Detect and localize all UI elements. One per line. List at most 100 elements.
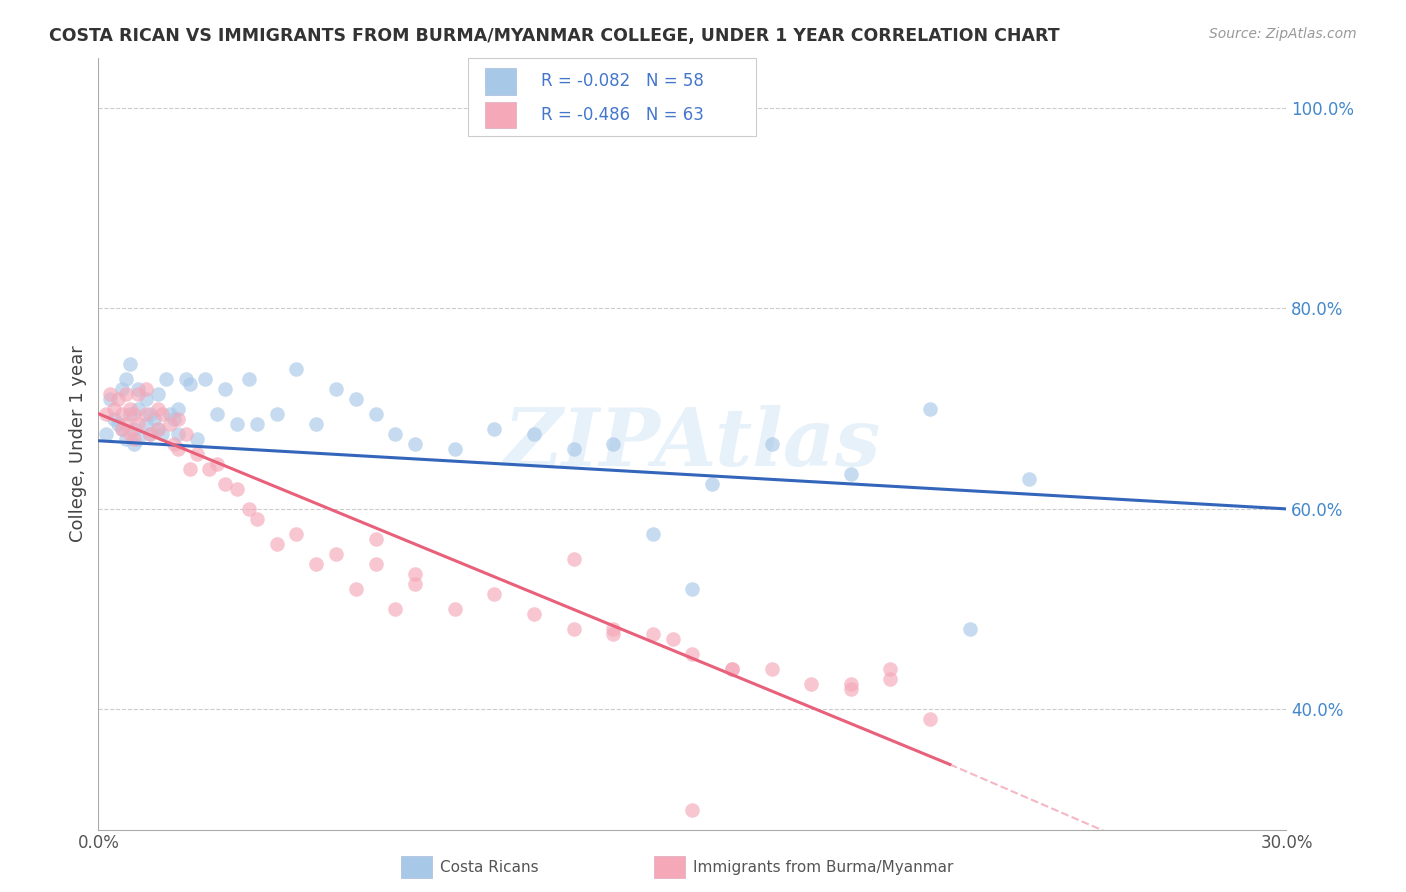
Point [562, 622, 585, 636]
Point [103, 401, 125, 416]
Point [166, 401, 188, 416]
Point [150, 407, 173, 421]
Point [364, 532, 387, 546]
Point [120, 426, 142, 441]
Point [214, 382, 236, 396]
Point [602, 436, 624, 450]
Text: ZIPAtlas: ZIPAtlas [503, 405, 882, 483]
Text: Immigrants from Burma/Myanmar: Immigrants from Burma/Myanmar [693, 860, 953, 874]
Point [404, 577, 426, 591]
Point [839, 467, 862, 481]
Point [205, 457, 228, 471]
Point [879, 662, 901, 676]
Point [325, 382, 347, 396]
Point [127, 386, 149, 401]
Point [111, 407, 134, 421]
Point [641, 627, 664, 641]
Point [146, 401, 169, 416]
Point [602, 622, 624, 636]
Text: Source: ZipAtlas.com: Source: ZipAtlas.com [1209, 27, 1357, 41]
Point [364, 557, 387, 571]
Point [444, 602, 467, 616]
Point [98, 386, 121, 401]
Point [122, 422, 145, 436]
Point [523, 426, 546, 441]
Point [661, 632, 683, 647]
Point [174, 426, 197, 441]
Point [120, 401, 142, 416]
Point [179, 462, 201, 476]
Point [122, 432, 145, 446]
Point [166, 411, 188, 425]
Point [107, 392, 129, 406]
Point [120, 357, 142, 371]
Point [344, 392, 367, 406]
Point [96, 407, 118, 421]
Point [681, 582, 703, 596]
Point [115, 417, 138, 431]
Point [194, 371, 217, 385]
Point [246, 512, 269, 526]
Point [142, 411, 165, 425]
Point [1018, 472, 1040, 486]
Point [122, 407, 145, 421]
Point [681, 647, 703, 661]
Point [179, 376, 201, 391]
Point [111, 422, 134, 436]
Point [115, 371, 138, 385]
Point [139, 407, 162, 421]
Y-axis label: College, Under 1 year: College, Under 1 year [69, 345, 87, 542]
Point [839, 682, 862, 697]
Point [285, 361, 308, 376]
Point [159, 417, 181, 431]
Point [166, 426, 188, 441]
Point [641, 527, 664, 541]
Point [238, 371, 260, 385]
Point [226, 417, 249, 431]
Point [139, 426, 162, 441]
Point [226, 482, 249, 496]
Point [127, 382, 149, 396]
Point [107, 417, 129, 431]
Point [404, 567, 426, 582]
Point [159, 407, 181, 421]
Text: R = -0.486   N = 63: R = -0.486 N = 63 [541, 106, 704, 124]
Point [186, 447, 208, 461]
Point [839, 677, 862, 691]
Point [562, 442, 585, 456]
Text: R = -0.082   N = 58: R = -0.082 N = 58 [541, 72, 704, 90]
Point [602, 627, 624, 641]
Point [127, 432, 149, 446]
Point [305, 417, 328, 431]
Point [127, 417, 149, 431]
Point [344, 582, 367, 596]
Point [174, 371, 197, 385]
Point [920, 401, 942, 416]
Point [238, 502, 260, 516]
Point [166, 442, 188, 456]
Point [384, 426, 406, 441]
Point [135, 407, 157, 421]
Point [139, 426, 162, 441]
Point [959, 622, 981, 636]
Point [163, 436, 186, 450]
Point [879, 672, 901, 686]
Point [155, 371, 177, 385]
Point [681, 803, 703, 817]
Point [186, 432, 208, 446]
Point [484, 587, 506, 601]
Point [305, 557, 328, 571]
Point [285, 527, 308, 541]
Point [127, 401, 149, 416]
Point [721, 662, 744, 676]
Point [205, 407, 228, 421]
Point [325, 547, 347, 561]
Point [198, 462, 221, 476]
Point [562, 552, 585, 566]
Point [135, 417, 157, 431]
Point [98, 392, 121, 406]
Point [96, 426, 118, 441]
Point [384, 602, 406, 616]
Text: COSTA RICAN VS IMMIGRANTS FROM BURMA/MYANMAR COLLEGE, UNDER 1 YEAR CORRELATION C: COSTA RICAN VS IMMIGRANTS FROM BURMA/MYA… [49, 27, 1060, 45]
Point [146, 422, 169, 436]
